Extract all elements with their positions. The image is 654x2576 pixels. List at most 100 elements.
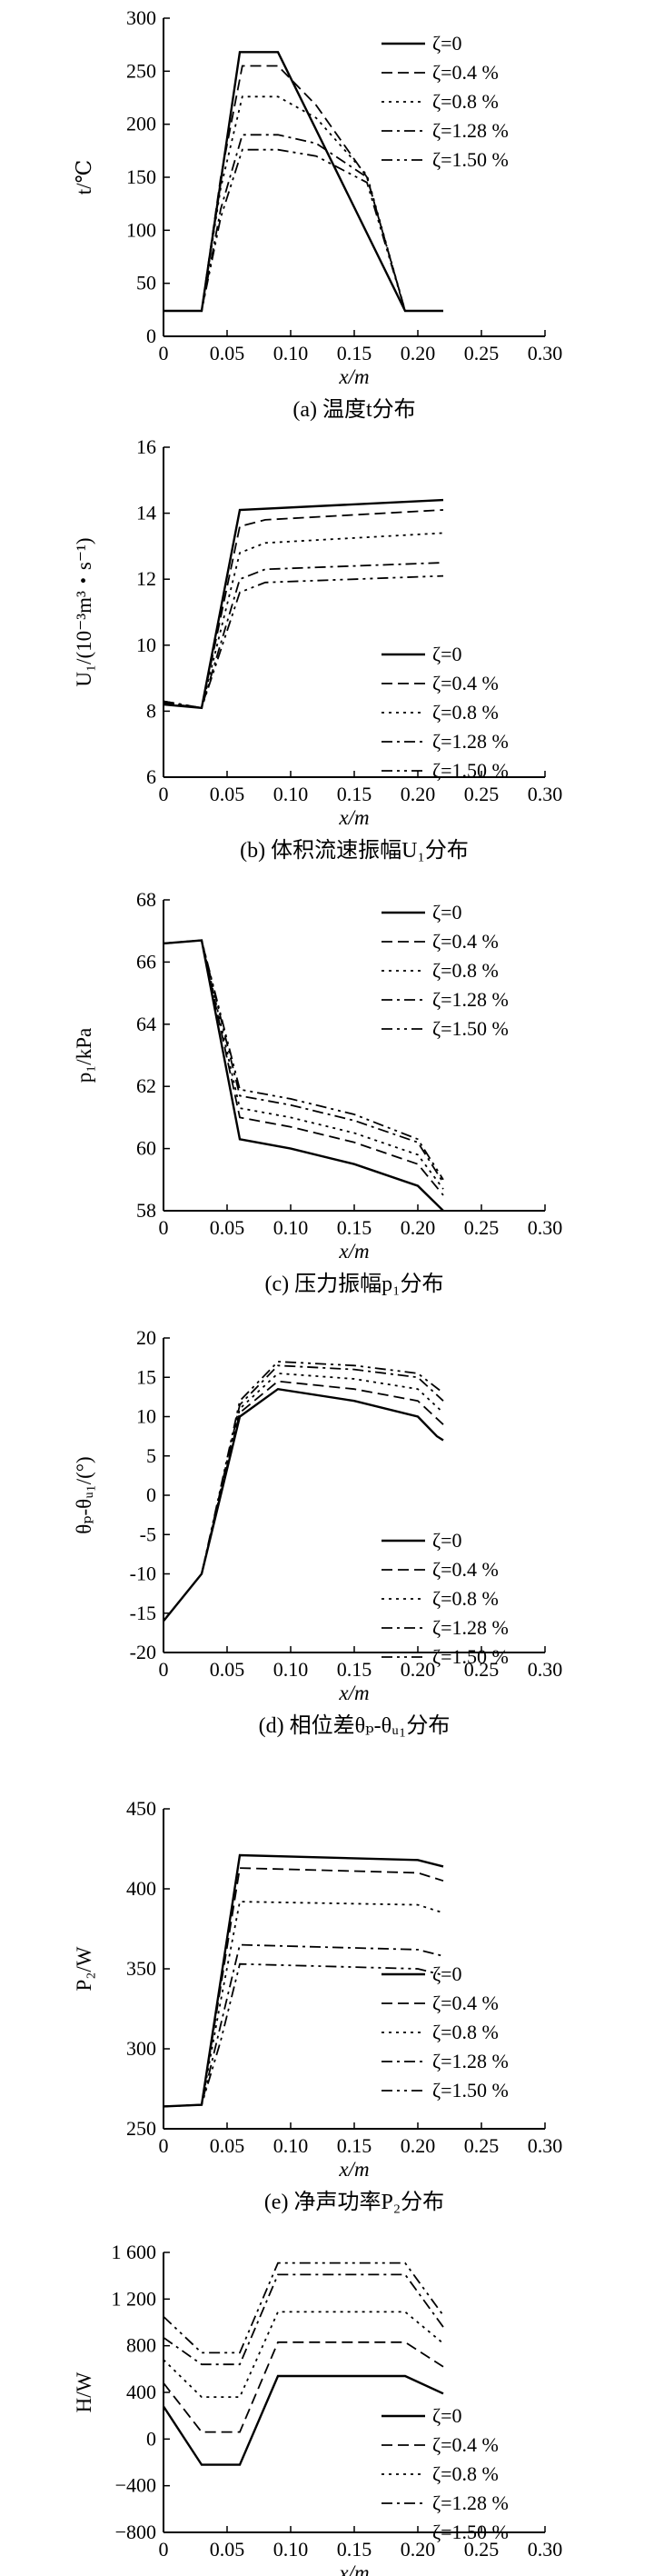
chart-b-legend-label-2: ζ=0.8 %: [432, 701, 499, 724]
chart-e-y-tick-label: 350: [126, 1957, 156, 1980]
chart-c-legend-label-2: ζ=0.8 %: [432, 959, 499, 982]
chart-f-y-tick-label: 1 600: [112, 2241, 157, 2263]
chart-b-x-tick-label: 0.15: [337, 783, 372, 805]
chart-a-y-tick-label: 50: [136, 272, 156, 295]
chart-d-x-tick-label: 0.10: [273, 1658, 309, 1681]
chart-d-legend-label-1: ζ=0.4 %: [432, 1558, 499, 1581]
chart-d-y-tick-label: -5: [140, 1523, 156, 1545]
chart-f-x-tick-label: 0: [159, 2538, 169, 2561]
chart-e-caption: (e) 净声功率P₂分布: [264, 2190, 444, 2214]
chart-b-series-1: [164, 509, 444, 709]
chart-b-y-tick-label: 6: [146, 765, 156, 788]
chart-e-x-tick-label: 0.25: [464, 2134, 500, 2157]
chart-a-x-tick-label: 0.30: [528, 342, 563, 364]
chart-a-y-axis-label: t/℃: [73, 160, 95, 195]
chart-c-y-tick-label: 60: [136, 1137, 156, 1160]
chart-e-y-tick-label: 250: [126, 2117, 156, 2140]
chart-c-series-3: [164, 939, 444, 1183]
chart-c-y-tick-label: 62: [136, 1074, 156, 1097]
chart-f-x-tick-label: 0.10: [273, 2538, 309, 2561]
chart-d-x-tick-label: 0.30: [528, 1658, 563, 1681]
chart-b-x-tick-label: 0.30: [528, 783, 563, 805]
chart-b-y-tick-label: 16: [136, 435, 156, 458]
chart-e-y-tick-label: 300: [126, 2037, 156, 2060]
chart-c-legend-label-1: ζ=0.4 %: [432, 930, 499, 953]
chart-a-legend-label-0: ζ=0: [432, 32, 462, 55]
chart-c-x-tick-label: 0: [159, 1216, 169, 1239]
chart-d-legend-label-4: ζ=1.50 %: [432, 1645, 509, 1668]
chart-c-legend-label-0: ζ=0: [432, 901, 462, 924]
chart-a-legend-label-2: ζ=0.8 %: [432, 90, 499, 113]
chart-f-legend-label-1: ζ=0.4 %: [432, 2433, 499, 2456]
chart-d-x-tick-label: 0.25: [464, 1658, 500, 1681]
chart-f-x-tick-label: 0.20: [401, 2538, 436, 2561]
chart-d-series-2: [164, 1372, 444, 1622]
chart-d-series-4: [164, 1361, 444, 1622]
chart-c-series-4: [164, 939, 444, 1181]
chart-a-y-tick-label: 300: [126, 6, 156, 29]
chart-e-x-tick-label: 0.10: [273, 2134, 309, 2157]
chart-a-y-tick-label: 150: [126, 165, 156, 188]
chart-d-x-tick-label: 0.20: [401, 1658, 436, 1681]
chart-d-caption: (d) 相位差θₚ-θᵤ₁分布: [259, 1713, 451, 1738]
chart-e-x-tick-label: 0.20: [401, 2134, 436, 2157]
chart-f-series-2: [164, 2311, 444, 2398]
chart-d-y-tick-label: 20: [136, 1326, 156, 1349]
chart-f-series-1: [164, 2341, 444, 2433]
chart-d-y-tick-label: -10: [130, 1563, 156, 1585]
chart-c-x-tick-label: 0.30: [528, 1216, 563, 1239]
chart-f-series-3: [164, 2273, 444, 2366]
chart-e-x-tick-label: 0: [159, 2134, 169, 2157]
chart-c-x-tick-label: 0.20: [401, 1216, 436, 1239]
chart-c-x-tick-label: 0.05: [210, 1216, 245, 1239]
chart-d-y-axis-label: θₚ-θᵤ₁/(°): [73, 1456, 95, 1533]
chart-d-y-tick-label: 0: [146, 1483, 156, 1506]
chart-a-legend-label-4: ζ=1.50 %: [432, 148, 509, 171]
chart-e-y-tick-label: 450: [126, 1797, 156, 1820]
chart-c-x-tick-label: 0.25: [464, 1216, 500, 1239]
chart-a-legend-label-3: ζ=1.28 %: [432, 119, 509, 142]
chart-f-y-tick-label: 1 200: [112, 2287, 157, 2310]
chart-b-x-tick-label: 0: [159, 783, 169, 805]
chart-d-x-tick-label: 0: [159, 1658, 169, 1681]
chart-c-y-tick-label: 64: [136, 1013, 156, 1035]
chart-b-series-4: [164, 574, 444, 709]
chart-c-x-axis-label: x/m: [338, 1240, 369, 1263]
chart-a-x-tick-label: 0.10: [273, 342, 309, 364]
chart-f-legend-label-0: ζ=0: [432, 2404, 462, 2427]
chart-b-y-tick-label: 8: [146, 699, 156, 722]
chart-a-x-axis-label: x/m: [338, 365, 369, 388]
chart-d-series-3: [164, 1364, 444, 1622]
chart-c-y-tick-label: 68: [136, 888, 156, 911]
chart-b-y-tick-label: 10: [136, 634, 156, 656]
chart-a-y-tick-label: 0: [146, 324, 156, 347]
chart-d-y-tick-label: -20: [130, 1641, 156, 1663]
chart-e-series-0: [164, 1853, 444, 2108]
chart-b-series-0: [164, 498, 444, 710]
chart-e-legend-label-1: ζ=0.4 %: [432, 1992, 499, 2014]
chart-f-series-0: [164, 2374, 444, 2466]
chart-e-series-1: [164, 1867, 444, 2108]
chart-d-legend-label-3: ζ=1.28 %: [432, 1616, 509, 1639]
chart-a-legend-label-1: ζ=0.4 %: [432, 61, 499, 84]
chart-a-y-tick-label: 200: [126, 113, 156, 135]
chart-d-series-0: [164, 1387, 444, 1622]
chart-a-caption: (a) 温度t分布: [292, 397, 415, 422]
chart-d-y-tick-label: 5: [146, 1444, 156, 1467]
chart-e-legend-label-4: ζ=1.50 %: [432, 2079, 509, 2102]
chart-e-x-tick-label: 0.05: [210, 2134, 245, 2157]
chart-c-series-0: [164, 939, 444, 1211]
chart-d-legend-label-0: ζ=0: [432, 1529, 462, 1552]
chart-f-y-tick-label: 400: [126, 2381, 156, 2403]
chart-f-series-4: [164, 2261, 444, 2354]
chart-a-y-tick-label: 250: [126, 59, 156, 82]
chart-d-legend-label-2: ζ=0.8 %: [432, 1587, 499, 1610]
chart-f-legend-label-4: ζ=1.50 %: [432, 2521, 509, 2543]
chart-d-y-tick-label: 15: [136, 1365, 156, 1388]
chart-b-x-tick-label: 0.25: [464, 783, 500, 805]
chart-e-x-axis-label: x/m: [338, 2158, 369, 2181]
chart-a-x-tick-label: 0: [159, 342, 169, 364]
chart-b-legend-label-4: ζ=1.50 %: [432, 759, 509, 782]
chart-f-y-tick-label: −400: [115, 2474, 156, 2497]
chart-b-legend-label-0: ζ=0: [432, 643, 462, 665]
